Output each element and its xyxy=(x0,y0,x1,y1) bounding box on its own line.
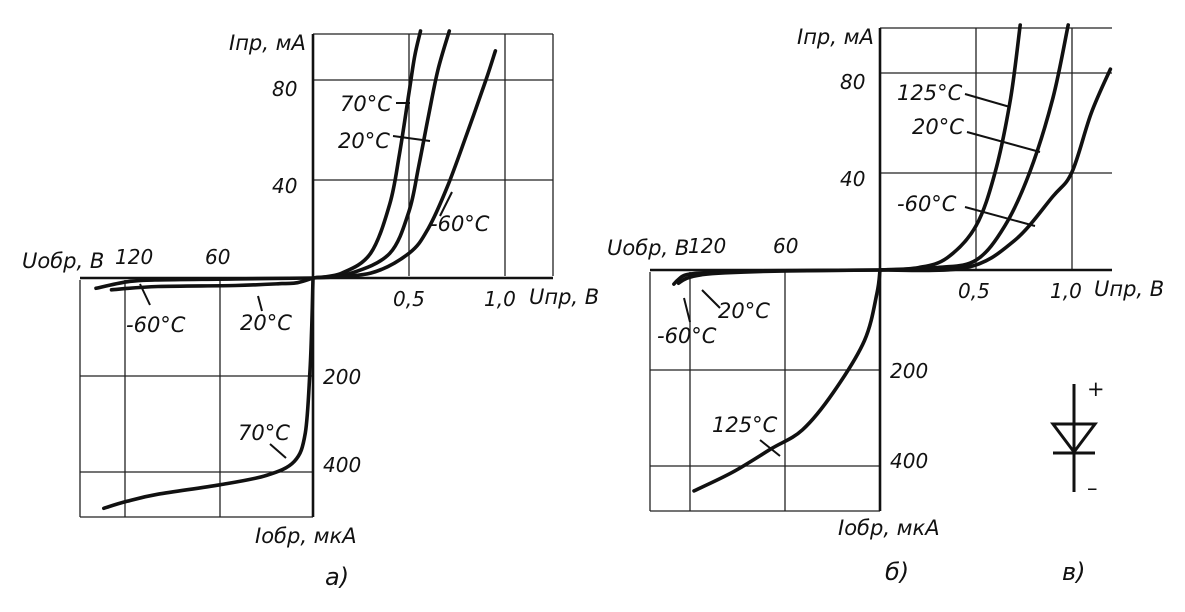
panel-b-grid xyxy=(649,27,1112,512)
panel-b: Iпр, мА 80 40 0,5 1,0 Uпр, В Uобр, В 120… xyxy=(607,23,1164,586)
panel-a-forward-curve-70c xyxy=(311,29,423,280)
panel-a-leader-rev-70c xyxy=(269,443,287,459)
panel-b-forward-y-label: Iпр, мА xyxy=(797,25,874,49)
panel-b-xtick-1-0: 1,0 xyxy=(1050,279,1082,303)
panel-a-label-20c: 20°C xyxy=(338,129,390,153)
panel-b-leader-rev-125c xyxy=(759,439,781,457)
panel-a-forward-y-label: Iпр, мА xyxy=(229,31,306,55)
panel-a-xtick-0-5: 0,5 xyxy=(393,287,425,311)
panel-a-curves xyxy=(94,29,498,511)
panel-a-leader-rev-20c xyxy=(257,295,263,312)
panel-a-rtick-60: 60 xyxy=(205,245,230,269)
panel-b-forward-curve-m60c xyxy=(878,67,1113,273)
panel-a-grid xyxy=(79,33,554,518)
panel-c: + – в) xyxy=(1050,377,1105,586)
panel-a: Iпр, мА 80 40 0,5 1,0 Uпр, В Uобр, В 120… xyxy=(22,29,599,591)
panel-a-label-rev-m60c: -60°C xyxy=(126,313,186,337)
panel-b-leader-rev-m60c xyxy=(683,297,691,323)
panel-a-reverse-curve-70c xyxy=(102,276,315,511)
panel-a-ytick-40: 40 xyxy=(272,174,297,198)
panel-a-forward-curve-m60c xyxy=(311,49,498,280)
panel-b-forward-curve-20c xyxy=(878,23,1070,272)
panel-a-rytick-400: 400 xyxy=(323,453,361,477)
diode-minus-sign: – xyxy=(1087,476,1098,500)
diode-symbol-icon xyxy=(1050,384,1098,492)
panel-b-label-rev-125c: 125°C xyxy=(712,413,778,437)
panel-a-forward-x-label: Uпр, В xyxy=(529,285,599,309)
panel-b-ytick-80: 80 xyxy=(840,70,865,94)
panel-b-reverse-curve-20c xyxy=(676,268,882,285)
panel-b-label-rev-20c: 20°C xyxy=(718,299,770,323)
panel-b-rtick-120: 120 xyxy=(688,234,726,258)
panel-a-reverse-y-label: Iобр, мкА xyxy=(255,524,357,548)
panel-b-ytick-40: 40 xyxy=(840,167,865,191)
panel-b-xtick-0-5: 0,5 xyxy=(958,279,990,303)
panel-a-caption: а) xyxy=(325,563,349,591)
diode-plus-sign: + xyxy=(1087,377,1105,401)
panel-a-ytick-80: 80 xyxy=(272,77,297,101)
panel-b-leader-125c xyxy=(964,93,1011,108)
panel-a-leader-20c xyxy=(392,135,431,142)
panel-a-label-rev-20c: 20°C xyxy=(240,311,292,335)
panel-b-reverse-x-label: Uобр, В xyxy=(607,236,689,260)
panel-a-label-m60c: -60°C xyxy=(430,212,490,236)
panel-a-xtick-1-0: 1,0 xyxy=(484,287,516,311)
panel-a-rytick-200: 200 xyxy=(323,365,361,389)
panel-a-reverse-curve-m60c xyxy=(94,276,315,291)
panel-a-reverse-x-label: Uобр, В xyxy=(22,249,104,273)
panel-b-reverse-y-label: Iобр, мкА xyxy=(838,516,940,540)
panel-b-caption: б) xyxy=(885,558,909,586)
panel-b-rytick-400: 400 xyxy=(890,449,928,473)
panel-c-caption: в) xyxy=(1062,558,1086,586)
panel-b-label-m60c: -60°C xyxy=(897,192,957,216)
panel-b-leader-rev-20c xyxy=(701,289,721,309)
panel-b-label-20c: 20°C xyxy=(912,115,964,139)
panel-b-leader-m60c xyxy=(964,206,1036,227)
panel-b-rytick-200: 200 xyxy=(890,359,928,383)
panel-a-leader-m60c xyxy=(439,191,453,217)
panel-a-leader-rev-m60c xyxy=(139,283,151,306)
panel-b-rtick-60: 60 xyxy=(773,234,798,258)
panel-b-label-125c: 125°C xyxy=(897,81,963,105)
panel-a-reverse-curve-20c xyxy=(109,276,315,292)
panel-b-curves xyxy=(672,23,1113,493)
panel-b-leader-20c xyxy=(966,131,1041,153)
panel-a-rtick-120: 120 xyxy=(115,245,153,269)
panel-a-forward-curve-20c xyxy=(311,29,452,280)
panel-a-label-70c: 70°C xyxy=(340,92,392,116)
panel-b-label-rev-m60c: -60°C xyxy=(657,324,717,348)
panel-b-reverse-curve-125c xyxy=(692,268,882,493)
panel-a-label-rev-70c: 70°C xyxy=(238,421,290,445)
panel-b-forward-x-label: Uпр, В xyxy=(1094,277,1164,301)
